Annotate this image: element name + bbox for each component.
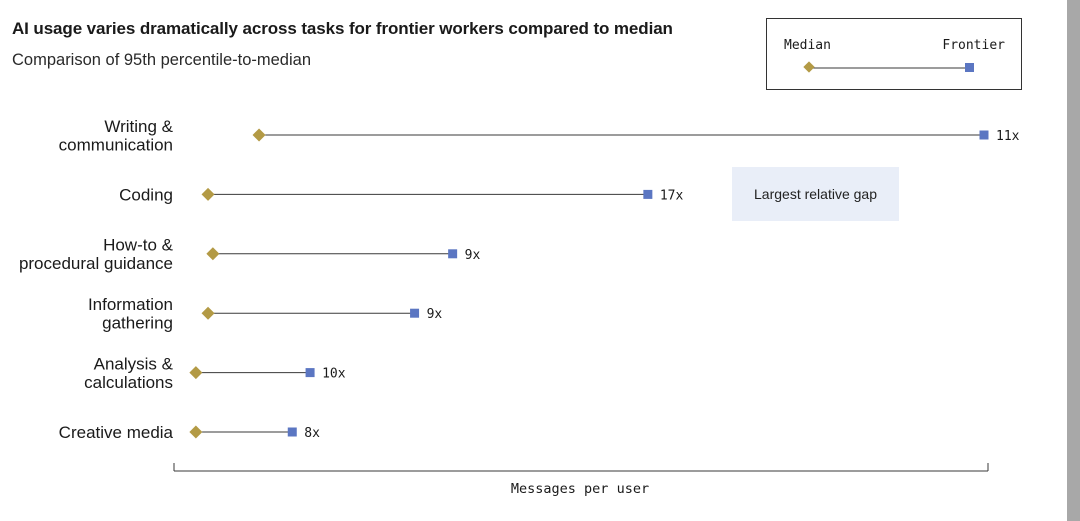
chart-subtitle: Comparison of 95th percentile-to-median [12,51,311,69]
median-marker [252,128,266,142]
ratio-label: 11x [996,129,1020,144]
category-label: Coding [119,185,173,204]
category-label: Creative media [59,423,174,442]
callout-largest-gap: Largest relative gap [732,167,899,221]
category-label: How-to & [103,236,174,255]
category-label: calculations [84,373,173,392]
category-label: Analysis & [94,354,174,373]
frontier-marker [305,368,315,378]
legend-swatch [803,61,974,73]
ratio-label: 10x [322,367,346,382]
x-axis: Messages per user [173,463,989,497]
median-marker [201,306,215,320]
chart-title: AI usage varies dramatically across task… [12,19,673,38]
frontier-marker [979,130,989,140]
ratio-label: 17x [660,188,684,203]
legend-median-label: Median [784,38,831,53]
frontier-marker [448,249,458,259]
ratio-label: 9x [427,307,443,322]
median-marker [189,425,203,439]
chart-row: Coding 17x [119,185,683,204]
legend: Median Frontier [766,18,1022,90]
category-label: communication [59,135,173,154]
ratio-label: 8x [304,426,320,441]
x-axis-title: Messages per user [511,481,649,497]
ratio-label: 9x [465,248,481,263]
category-label: Information [88,295,173,314]
legend-frontier-marker [965,63,974,72]
frontier-marker [410,308,420,318]
median-marker [189,366,203,380]
median-marker [201,187,215,201]
category-label: procedural guidance [19,254,173,273]
chart-row: Analysis &calculations 10x [84,354,346,392]
chart-row: How-to &procedural guidance 9x [19,236,481,273]
scrollbar-edge [1067,0,1080,521]
chart-row: Writing &communication 11x [59,117,1020,155]
frontier-marker [643,189,653,199]
median-marker [206,247,220,261]
category-label: gathering [102,313,173,332]
legend-frontier-label: Frontier [942,38,1005,53]
category-label: Writing & [104,117,173,136]
frontier-marker [287,427,297,437]
chart-row: Creative media 8x [59,423,320,442]
